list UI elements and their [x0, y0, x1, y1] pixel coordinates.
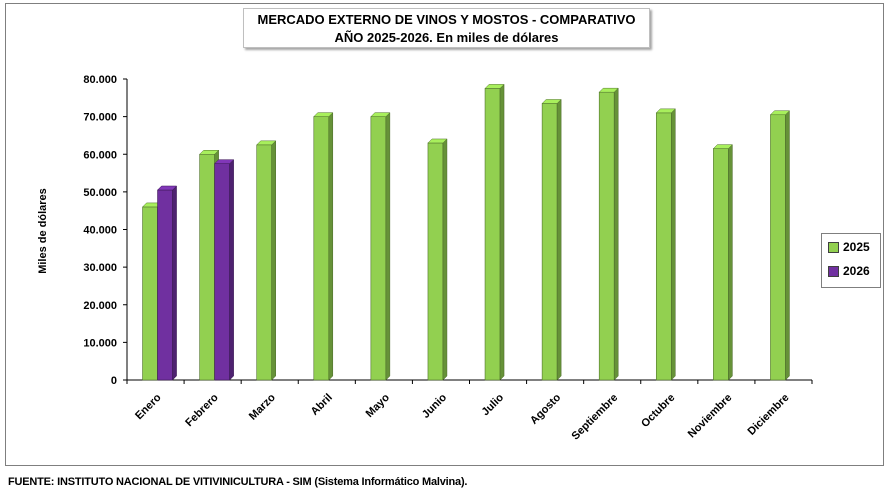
y-tick-label: 80.000 — [83, 74, 117, 86]
source-note: FUENTE: INSTITUTO NACIONAL DE VITIVINICU… — [8, 476, 468, 488]
y-tick-label: 40.000 — [83, 225, 117, 237]
bar-top — [484, 84, 505, 89]
bar-top — [214, 159, 235, 164]
x-tick-label: Agosto — [528, 391, 563, 426]
legend-item-2026: 2026 — [828, 264, 870, 278]
bar-2025-junio — [427, 138, 448, 381]
bar-2025-diciembre — [769, 110, 791, 381]
bar-2025-julio — [484, 83, 505, 381]
bar-top — [199, 150, 220, 155]
chart-title-line2: AÑO 2025-2026. En miles de dólares — [334, 30, 559, 45]
legend-swatch-2025 — [828, 241, 839, 253]
x-tick-label: Marzo — [247, 391, 278, 422]
chart-plot: Miles de dólares 0 10.000 20.000 30.000 40.0… — [37, 74, 813, 443]
bar-side — [556, 98, 562, 381]
bars — [141, 83, 791, 381]
x-tick-label: Noviembre — [686, 392, 735, 441]
bar-2025-marzo — [256, 140, 277, 381]
bar-front — [214, 163, 230, 381]
bar-front — [370, 116, 387, 381]
bar-side — [172, 185, 177, 381]
legend-label-2025: 2025 — [843, 240, 870, 254]
bar-2025-septiembre — [598, 87, 619, 381]
bar-front — [598, 91, 615, 381]
bar-side — [728, 144, 733, 381]
bar-side — [785, 110, 790, 381]
bar-front — [142, 206, 158, 381]
legend: 2025 2026 — [821, 233, 881, 288]
bar-2025-octubre — [655, 108, 676, 381]
bar-top — [655, 108, 676, 114]
bar-top — [712, 144, 733, 149]
y-axis-label: Miles de dólares — [37, 188, 49, 274]
x-tick-label: Septiembre — [569, 392, 620, 443]
bar-side — [385, 112, 391, 381]
bar-top — [156, 185, 178, 191]
bar-side — [499, 83, 505, 381]
x-tick-label: Julio — [480, 391, 507, 418]
bar-front — [427, 142, 444, 381]
bar-top — [598, 87, 619, 93]
bar-front — [770, 114, 786, 381]
bar-2025-noviembre — [712, 144, 733, 381]
x-tick-label: Mayo — [364, 391, 393, 420]
chart-title-line1: MERCADO EXTERNO DE VINOS Y MOSTOS - COMP… — [257, 12, 636, 27]
x-tick-label: Febrero — [183, 391, 221, 429]
bar-top — [541, 99, 562, 104]
x-tick-label: Abril — [309, 392, 335, 418]
bar-front — [484, 88, 501, 381]
legend-swatch-2026 — [828, 265, 839, 277]
bar-top — [370, 112, 391, 117]
x-tick-label: Octubre — [639, 392, 677, 430]
bar-front — [199, 153, 215, 381]
y-tick-label: 60.000 — [83, 149, 117, 161]
x-tick-label: Enero — [133, 391, 164, 422]
bar-2026-febrero — [214, 159, 235, 381]
legend-label-2026: 2026 — [843, 264, 870, 278]
bar-2025-agosto — [541, 98, 562, 381]
x-tick-label: Junio — [420, 391, 449, 420]
bar-top — [769, 110, 791, 115]
bar-side — [442, 138, 448, 381]
axes — [123, 78, 813, 384]
bar-top — [427, 138, 448, 144]
chart-title: MERCADO EXTERNO DE VINOS Y MOSTOS - COMP… — [243, 8, 650, 48]
bar-top — [256, 140, 277, 146]
bar-side — [229, 159, 234, 381]
bar-side — [271, 140, 276, 381]
bar-front — [655, 112, 672, 381]
bar-front — [157, 189, 173, 381]
bar-2025-abril — [313, 112, 334, 381]
y-tick-label: 20.000 — [83, 300, 117, 312]
y-tick-label: 30.000 — [83, 262, 117, 274]
bar-2026-enero — [156, 185, 178, 381]
y-tick-label: 0 — [111, 375, 117, 387]
bar-side — [671, 108, 676, 381]
bar-side — [613, 87, 619, 381]
bar-front — [541, 103, 558, 381]
legend-item-2025: 2025 — [828, 240, 870, 254]
bar-top — [313, 112, 334, 117]
bar-front — [256, 144, 273, 381]
bar-2025-mayo — [370, 112, 391, 381]
y-tick-label: 50.000 — [83, 187, 117, 199]
y-tick-label: 70.000 — [83, 112, 117, 124]
y-tick-label: 10.000 — [83, 337, 117, 349]
bar-front — [713, 148, 729, 381]
bar-side — [328, 112, 334, 381]
bar-front — [313, 116, 330, 381]
x-tick-label: Diciembre — [745, 392, 791, 438]
